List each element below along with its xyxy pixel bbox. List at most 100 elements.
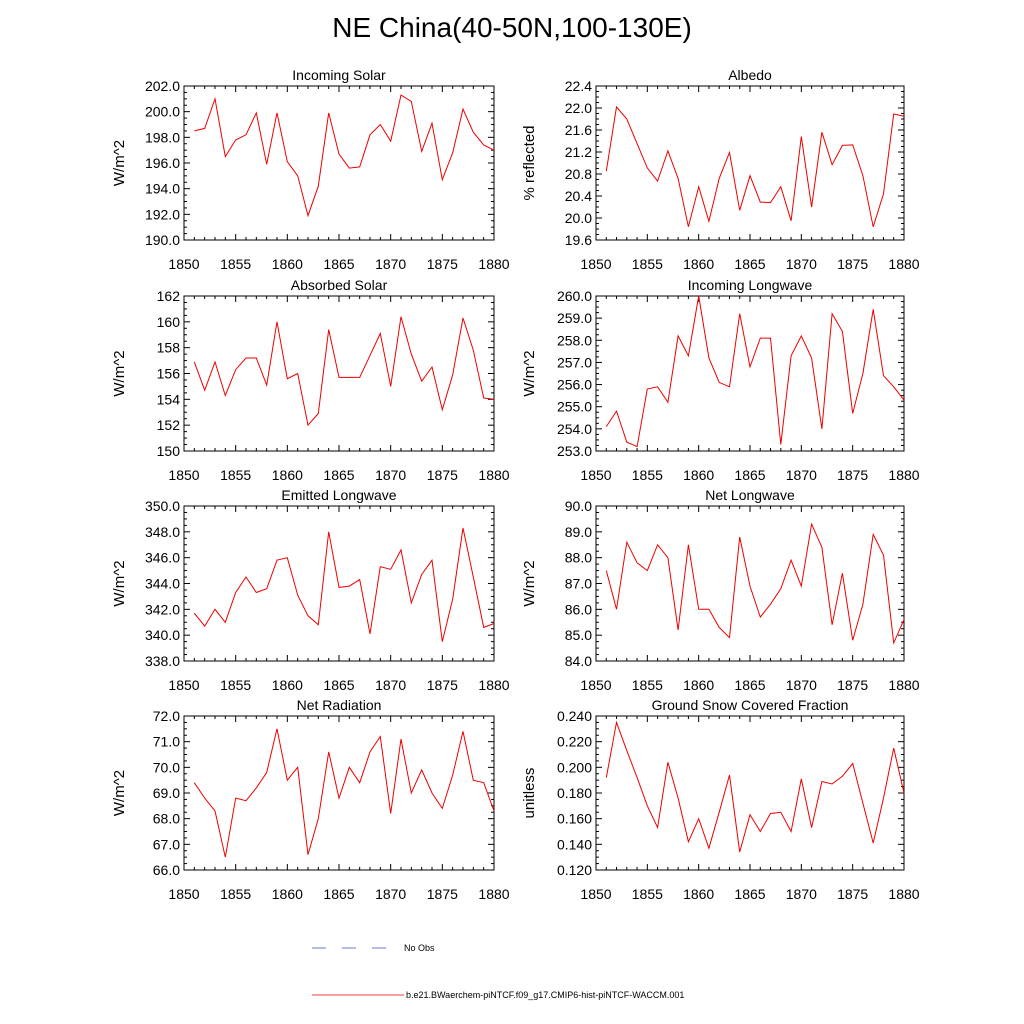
panel-8-y-tick-label: 0.120 bbox=[557, 862, 592, 878]
panel-4-x-tick-label: 1870 bbox=[786, 467, 817, 483]
panel-7-x-tick-label: 1870 bbox=[375, 886, 406, 902]
panel-8-y-tick-label: 0.200 bbox=[557, 759, 592, 775]
panel-1-x-tick-label: 1855 bbox=[220, 256, 251, 272]
panel-7-y-tick-label: 68.0 bbox=[153, 811, 180, 827]
panel-7-x-tick-label: 1865 bbox=[323, 886, 354, 902]
panel-7-x-tick-label: 1880 bbox=[478, 886, 509, 902]
panel-8-title: Ground Snow Covered Fraction bbox=[652, 697, 849, 713]
panel-6-y-tick-label: 84.0 bbox=[565, 653, 592, 669]
panel-3-y-tick-label: 152 bbox=[157, 417, 181, 433]
panel-2-x-tick-label: 1850 bbox=[580, 256, 611, 272]
panel-3-y-tick-label: 162 bbox=[157, 288, 181, 304]
panel-4-y-tick-label: 257.0 bbox=[557, 354, 592, 370]
panel-6-y-axis-label: W/m^2 bbox=[521, 560, 538, 606]
panel-4-x-tick-label: 1855 bbox=[632, 467, 663, 483]
panel-6-x-tick-label: 1870 bbox=[786, 677, 817, 693]
panel-2-frame bbox=[595, 85, 905, 241]
panel-6-y-tick-label: 90.0 bbox=[565, 498, 592, 514]
panel-2-x-tick-label: 1860 bbox=[683, 256, 714, 272]
panel-5-y-tick-label: 348.0 bbox=[145, 524, 180, 540]
panel-3-x-tick-label: 1865 bbox=[323, 467, 354, 483]
panel-3-y-tick-label: 150 bbox=[157, 443, 181, 459]
panel-2-y-tick-label: 22.0 bbox=[565, 100, 592, 116]
panel-8-series-line bbox=[605, 720, 905, 853]
panel-5-x-tick-label: 1880 bbox=[478, 677, 509, 693]
panel-5-y-tick-label: 346.0 bbox=[145, 550, 180, 566]
panel-1-x-tick-label: 1880 bbox=[478, 256, 509, 272]
panel-8-y-tick-label: 0.180 bbox=[557, 785, 592, 801]
panel-3-x-tick-label: 1880 bbox=[478, 467, 509, 483]
panel-8-x-tick-label: 1880 bbox=[888, 886, 919, 902]
panel-4-y-tick-label: 258.0 bbox=[557, 332, 592, 348]
panel-1-y-tick-label: 202.0 bbox=[145, 78, 180, 94]
panel-3-x-tick-label: 1875 bbox=[427, 467, 458, 483]
panel-3-series-line bbox=[193, 316, 495, 427]
panel-5-y-axis-label: W/m^2 bbox=[111, 560, 128, 606]
panel-4-y-tick-label: 253.0 bbox=[557, 443, 592, 459]
panel-6-y-tick-label: 89.0 bbox=[565, 524, 592, 540]
panel-4-title: Incoming Longwave bbox=[688, 277, 813, 293]
panel-1-x-tick-label: 1850 bbox=[168, 256, 199, 272]
panel-8-y-axis-label: unitless bbox=[521, 768, 538, 819]
panel-6-x-tick-label: 1855 bbox=[632, 677, 663, 693]
panel-1-series-line bbox=[194, 94, 495, 218]
panel-8-x-tick-label: 1865 bbox=[734, 886, 765, 902]
panel-5-y-tick-label: 340.0 bbox=[145, 627, 180, 643]
panel-5-x-tick-label: 1850 bbox=[168, 677, 199, 693]
panel-4-y-tick-label: 254.0 bbox=[557, 421, 592, 437]
panel-7-title: Net Radiation bbox=[297, 697, 382, 713]
panel-6-x-tick-label: 1850 bbox=[580, 677, 611, 693]
panel-2-x-tick-label: 1855 bbox=[632, 256, 663, 272]
panel-1-frame bbox=[183, 85, 495, 241]
panel-7-x-tick-label: 1860 bbox=[272, 886, 303, 902]
panel-5-frame bbox=[183, 505, 495, 662]
panel-1-y-tick-label: 190.0 bbox=[145, 232, 180, 248]
panel-6-y-tick-label: 87.0 bbox=[565, 576, 592, 592]
panel-5-title: Emitted Longwave bbox=[281, 487, 396, 503]
panel-8-y-tick-label: 0.140 bbox=[557, 836, 592, 852]
panel-4-frame bbox=[595, 295, 905, 452]
panel-4-x-tick-label: 1865 bbox=[734, 467, 765, 483]
legend-model-label: b.e21.BWaerchem-piNTCF.f09_g17.CMIP6-his… bbox=[406, 990, 684, 1000]
panel-2-y-tick-label: 20.8 bbox=[565, 166, 592, 182]
panel-5-x-tick-label: 1870 bbox=[375, 677, 406, 693]
panel-7-x-tick-label: 1850 bbox=[168, 886, 199, 902]
panel-8-x-tick-label: 1875 bbox=[837, 886, 868, 902]
panel-3-x-tick-label: 1870 bbox=[375, 467, 406, 483]
panel-1-title: Incoming Solar bbox=[292, 67, 386, 83]
panel-8-x-tick-label: 1850 bbox=[580, 886, 611, 902]
panel-2-y-tick-label: 22.4 bbox=[565, 78, 592, 94]
legend-no-obs-label: No Obs bbox=[404, 943, 435, 953]
panel-4-x-tick-label: 1875 bbox=[837, 467, 868, 483]
panel-8-x-tick-label: 1855 bbox=[632, 886, 663, 902]
panel-1-y-tick-label: 200.0 bbox=[145, 104, 180, 120]
panel-5-y-tick-label: 350.0 bbox=[145, 498, 180, 514]
panel-2-y-axis-label: % reflected bbox=[521, 125, 538, 200]
panel-4-y-tick-label: 256.0 bbox=[557, 377, 592, 393]
panel-4-y-tick-label: 255.0 bbox=[557, 399, 592, 415]
panel-2-y-tick-label: 20.0 bbox=[565, 210, 592, 226]
panel-6-y-tick-label: 86.0 bbox=[565, 601, 592, 617]
panel-5-y-tick-label: 338.0 bbox=[145, 653, 180, 669]
panel-3-frame bbox=[183, 295, 495, 452]
panel-2-y-tick-label: 21.6 bbox=[565, 122, 592, 138]
panel-5-x-tick-label: 1860 bbox=[272, 677, 303, 693]
panel-6-x-tick-label: 1860 bbox=[683, 677, 714, 693]
panel-6-series-line bbox=[605, 522, 905, 645]
panel-1-y-tick-label: 194.0 bbox=[145, 181, 180, 197]
panel-8-x-tick-label: 1860 bbox=[683, 886, 714, 902]
panel-2-x-tick-label: 1880 bbox=[888, 256, 919, 272]
panel-1-y-axis-label: W/m^2 bbox=[111, 140, 128, 186]
panel-3-x-tick-label: 1855 bbox=[220, 467, 251, 483]
panel-3-x-tick-label: 1850 bbox=[168, 467, 199, 483]
figure-title: NE China(40-50N,100-130E) bbox=[332, 12, 692, 43]
panel-4-x-tick-label: 1850 bbox=[580, 467, 611, 483]
panel-4-x-tick-label: 1880 bbox=[888, 467, 919, 483]
panel-3-x-tick-label: 1860 bbox=[272, 467, 303, 483]
panel-3-title: Absorbed Solar bbox=[291, 277, 388, 293]
panel-7-y-tick-label: 72.0 bbox=[153, 708, 180, 724]
panel-7-y-tick-label: 71.0 bbox=[153, 734, 180, 750]
panel-6-frame bbox=[595, 505, 905, 662]
panel-1-x-tick-label: 1860 bbox=[272, 256, 303, 272]
